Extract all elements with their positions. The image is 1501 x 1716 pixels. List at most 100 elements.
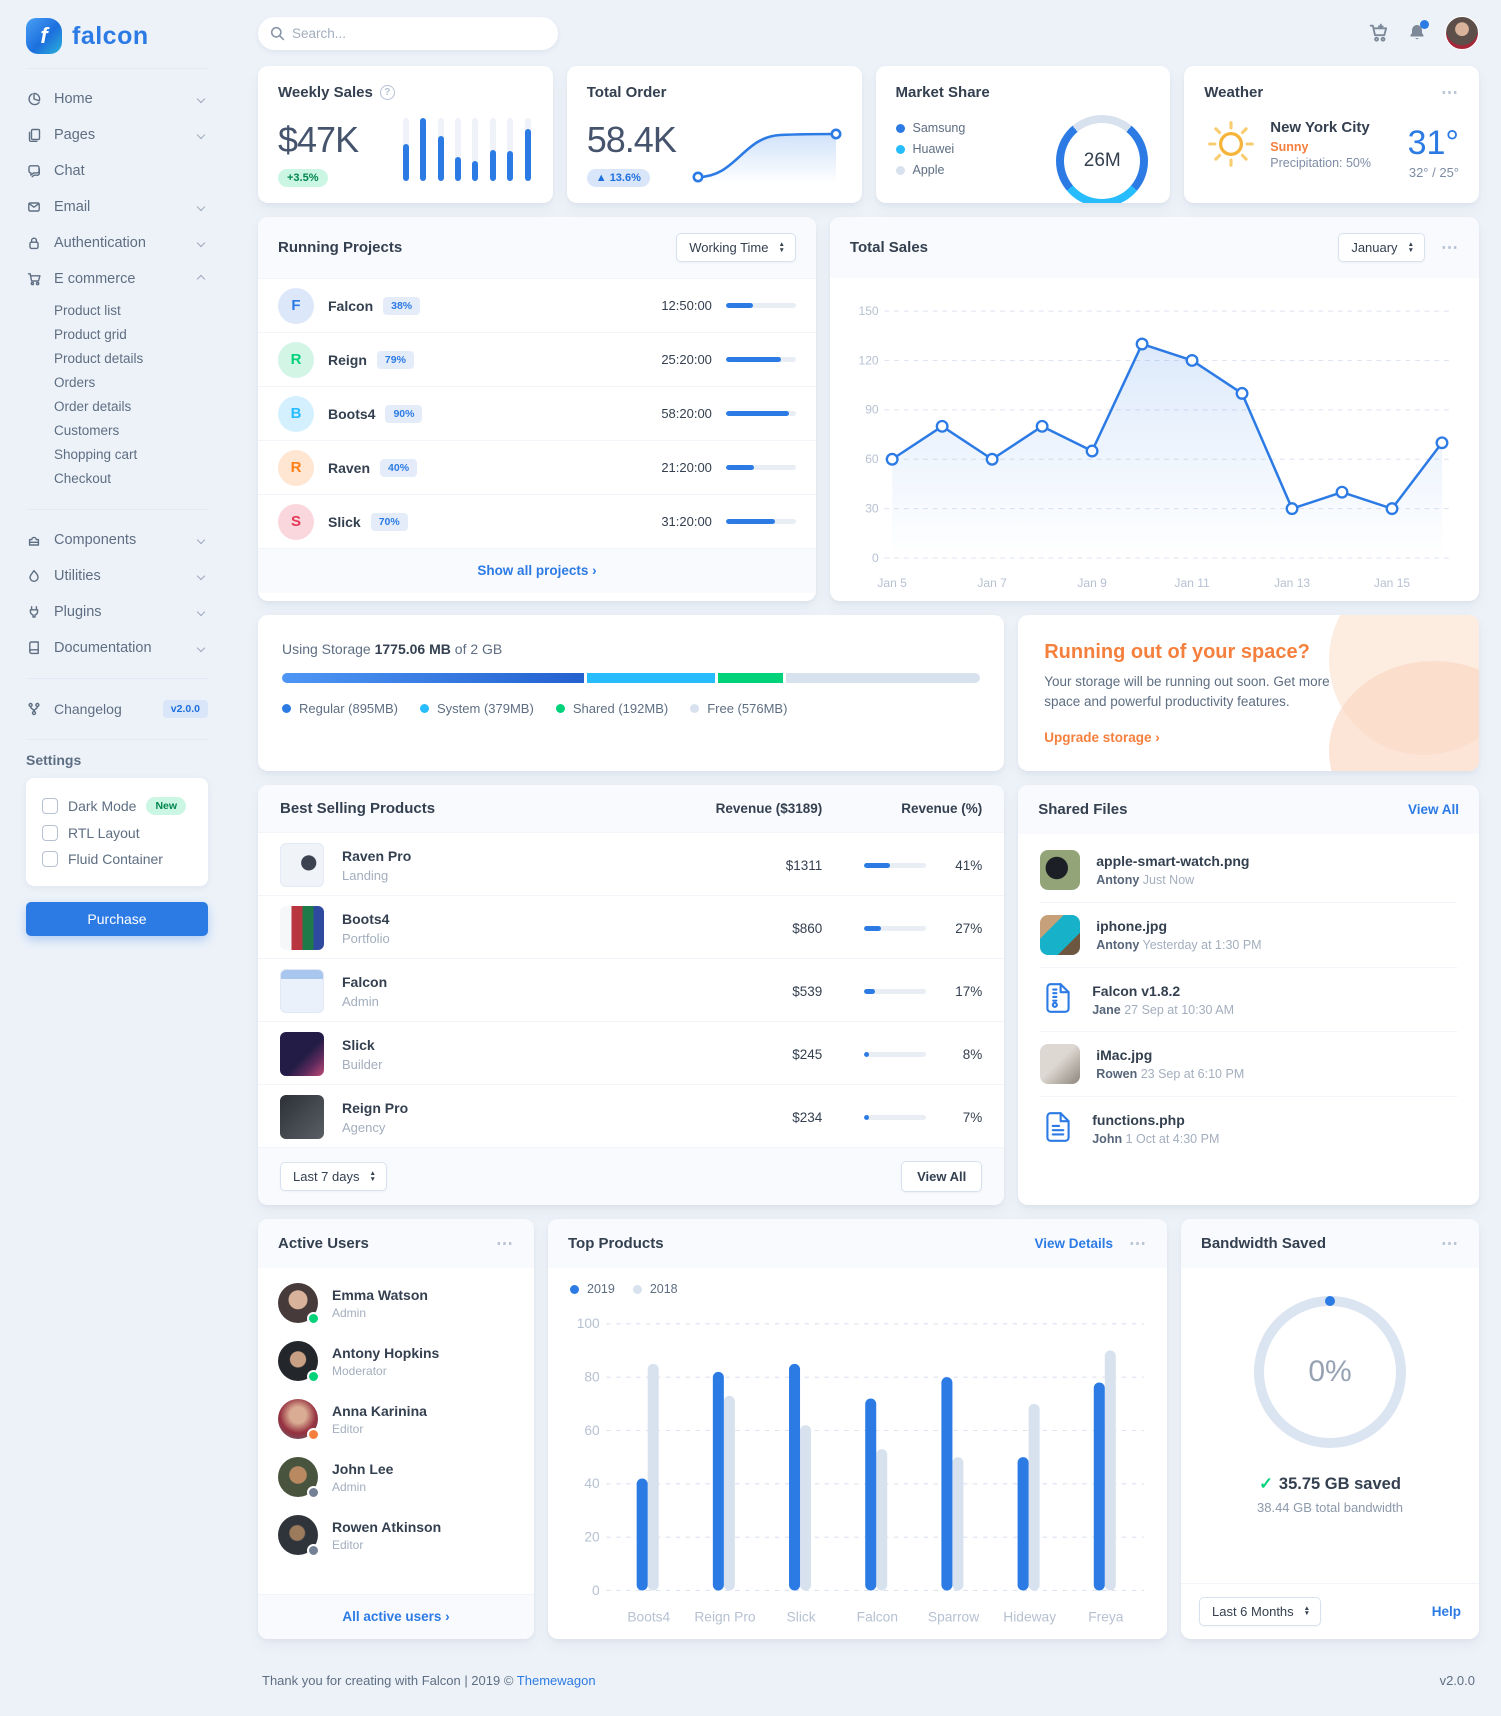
sidebar-item-components[interactable]: Components: [26, 522, 208, 558]
purchase-button[interactable]: Purchase: [26, 902, 208, 936]
svg-text:Jan 11: Jan 11: [1174, 576, 1210, 590]
user-avatar[interactable]: [1445, 16, 1479, 50]
product-name[interactable]: Reign Pro: [342, 1099, 409, 1116]
sidebar-item-plugins[interactable]: Plugins: [26, 594, 208, 630]
product-thumbnail[interactable]: [280, 1095, 324, 1140]
user-avatar[interactable]: [278, 1283, 320, 1326]
product-revenue-pct: 27%: [955, 920, 983, 936]
show-all-projects-link[interactable]: Show all projects ›: [477, 563, 597, 578]
revenue-progress-bar: [864, 925, 927, 931]
card-menu-button[interactable]: ⋯: [1441, 82, 1459, 102]
user-name[interactable]: John Lee: [332, 1460, 394, 1477]
themewagon-link[interactable]: Themewagon: [516, 1672, 596, 1688]
upgrade-storage-link[interactable]: Upgrade storage ›: [1044, 730, 1160, 746]
sidebar-subitem-product-list[interactable]: Product list: [54, 303, 121, 318]
sidebar-item-email[interactable]: Email: [26, 189, 208, 225]
sidebar-item-pages[interactable]: Pages: [26, 117, 208, 153]
month-select[interactable]: January ▲ ▼: [1338, 233, 1425, 262]
spark-bar-track: [507, 118, 514, 181]
sidebar-subitem-order-details[interactable]: Order details: [54, 399, 132, 414]
legend-label: Shared (192MB): [572, 700, 669, 716]
file-thumbnail[interactable]: [1040, 1044, 1081, 1085]
product-name[interactable]: Boots4: [342, 910, 390, 927]
sidebar-subitem-checkout[interactable]: Checkout: [54, 471, 112, 486]
sidebar-subitem-product-grid[interactable]: Product grid: [54, 327, 127, 342]
date-range-select[interactable]: Last 7 days ▲ ▼: [280, 1162, 387, 1192]
file-name[interactable]: iphone.jpg: [1096, 918, 1167, 935]
user-avatar[interactable]: [278, 1457, 320, 1500]
product-name[interactable]: Slick: [342, 1036, 375, 1053]
user-name[interactable]: Rowen Atkinson: [332, 1518, 442, 1535]
setting-option-fluid-container: Fluid Container: [42, 846, 192, 872]
fluid-container-checkbox[interactable]: [42, 851, 58, 867]
sidebar-item-label: Chat: [54, 163, 85, 179]
sidebar-item-utilities[interactable]: Utilities: [26, 558, 208, 594]
shopping-cart-button[interactable]: [1369, 23, 1389, 43]
user-role: Admin: [332, 1479, 367, 1494]
working-time-select[interactable]: Working Time ▲ ▼: [676, 233, 796, 262]
help-icon[interactable]: ?: [379, 85, 395, 100]
search-input[interactable]: [258, 16, 558, 50]
sidebar-item-authentication[interactable]: Authentication: [26, 225, 208, 261]
card-menu-button[interactable]: ⋯: [1129, 1233, 1147, 1253]
all-active-users-link[interactable]: All active users ›: [342, 1608, 450, 1624]
file-name[interactable]: Falcon v1.8.2: [1092, 982, 1181, 999]
project-name[interactable]: Slick: [328, 513, 361, 530]
file-thumbnail[interactable]: [1040, 850, 1081, 891]
legend-item-apple: Apple: [895, 163, 966, 177]
sidebar-subitem-product-details[interactable]: Product details: [54, 351, 144, 366]
version-badge: v2.0.0: [162, 700, 208, 718]
view-details-link[interactable]: View Details: [1034, 1236, 1113, 1252]
sidebar-item-chat[interactable]: Chat: [26, 153, 208, 189]
product-thumbnail[interactable]: [280, 906, 324, 951]
product-thumbnail[interactable]: [280, 843, 324, 888]
user-name[interactable]: Emma Watson: [332, 1286, 428, 1303]
project-time: 12:50:00: [661, 298, 712, 313]
card-menu-button[interactable]: ⋯: [1441, 237, 1459, 257]
sidebar-item-documentation[interactable]: Documentation: [26, 630, 208, 666]
view-all-button[interactable]: View All: [901, 1161, 983, 1193]
project-name[interactable]: Raven: [328, 459, 371, 476]
product-name[interactable]: Raven Pro: [342, 847, 412, 864]
notification-indicator: [1420, 20, 1429, 29]
project-name[interactable]: Boots4: [328, 405, 376, 422]
file-name[interactable]: functions.php: [1092, 1111, 1185, 1128]
sidebar-subitem-shopping-cart[interactable]: Shopping cart: [54, 447, 138, 462]
rtl-layout-checkbox[interactable]: [42, 825, 58, 841]
legend-item-2019[interactable]: 2019: [570, 1282, 615, 1296]
file-thumbnail[interactable]: [1040, 915, 1081, 956]
sidebar-item-e-commerce[interactable]: E commerce: [26, 261, 208, 297]
file-row-imac-jpg: iMac.jpg Rowen 23 Sep at 6:10 PM: [1040, 1031, 1457, 1096]
svg-text:20: 20: [584, 1530, 600, 1545]
product-thumbnail[interactable]: [280, 969, 324, 1014]
file-name[interactable]: iMac.jpg: [1096, 1047, 1153, 1064]
file-row-apple-smart-watch-png: apple-smart-watch.png Antony Just Now: [1040, 838, 1457, 902]
help-link[interactable]: Help: [1431, 1603, 1461, 1619]
user-avatar[interactable]: [278, 1399, 320, 1442]
months-select[interactable]: Last 6 Months ▲ ▼: [1199, 1596, 1322, 1626]
spark-bar: [507, 150, 514, 181]
project-name[interactable]: Falcon: [328, 297, 374, 314]
user-row-antony-hopkins: Antony Hopkins Moderator: [258, 1332, 534, 1390]
sidebar-item-changelog[interactable]: Changelog v2.0.0: [26, 691, 208, 727]
notifications-button[interactable]: [1407, 20, 1429, 43]
project-name[interactable]: Reign: [328, 351, 367, 368]
sidebar-subitem-customers[interactable]: Customers: [54, 423, 120, 438]
user-avatar[interactable]: [278, 1515, 320, 1558]
files-view-all-link[interactable]: View All: [1407, 802, 1459, 818]
legend-item-2018[interactable]: 2018: [632, 1282, 678, 1296]
sidebar-item-label: Utilities: [54, 568, 101, 584]
brand-logo[interactable]: f falcon: [26, 14, 208, 69]
weather-temperature: 31°: [1407, 124, 1459, 162]
user-avatar[interactable]: [278, 1341, 320, 1384]
user-name[interactable]: Anna Karinina: [332, 1402, 427, 1419]
product-thumbnail[interactable]: [280, 1032, 324, 1077]
file-name[interactable]: apple-smart-watch.png: [1096, 853, 1250, 870]
sidebar-item-home[interactable]: Home: [26, 81, 208, 117]
sidebar-subitem-orders[interactable]: Orders: [54, 375, 96, 390]
user-name[interactable]: Antony Hopkins: [332, 1344, 440, 1361]
card-menu-button[interactable]: ⋯: [1441, 1233, 1459, 1253]
dark-mode-checkbox[interactable]: [42, 798, 58, 814]
card-menu-button[interactable]: ⋯: [496, 1233, 514, 1253]
product-name[interactable]: Falcon: [342, 973, 388, 990]
